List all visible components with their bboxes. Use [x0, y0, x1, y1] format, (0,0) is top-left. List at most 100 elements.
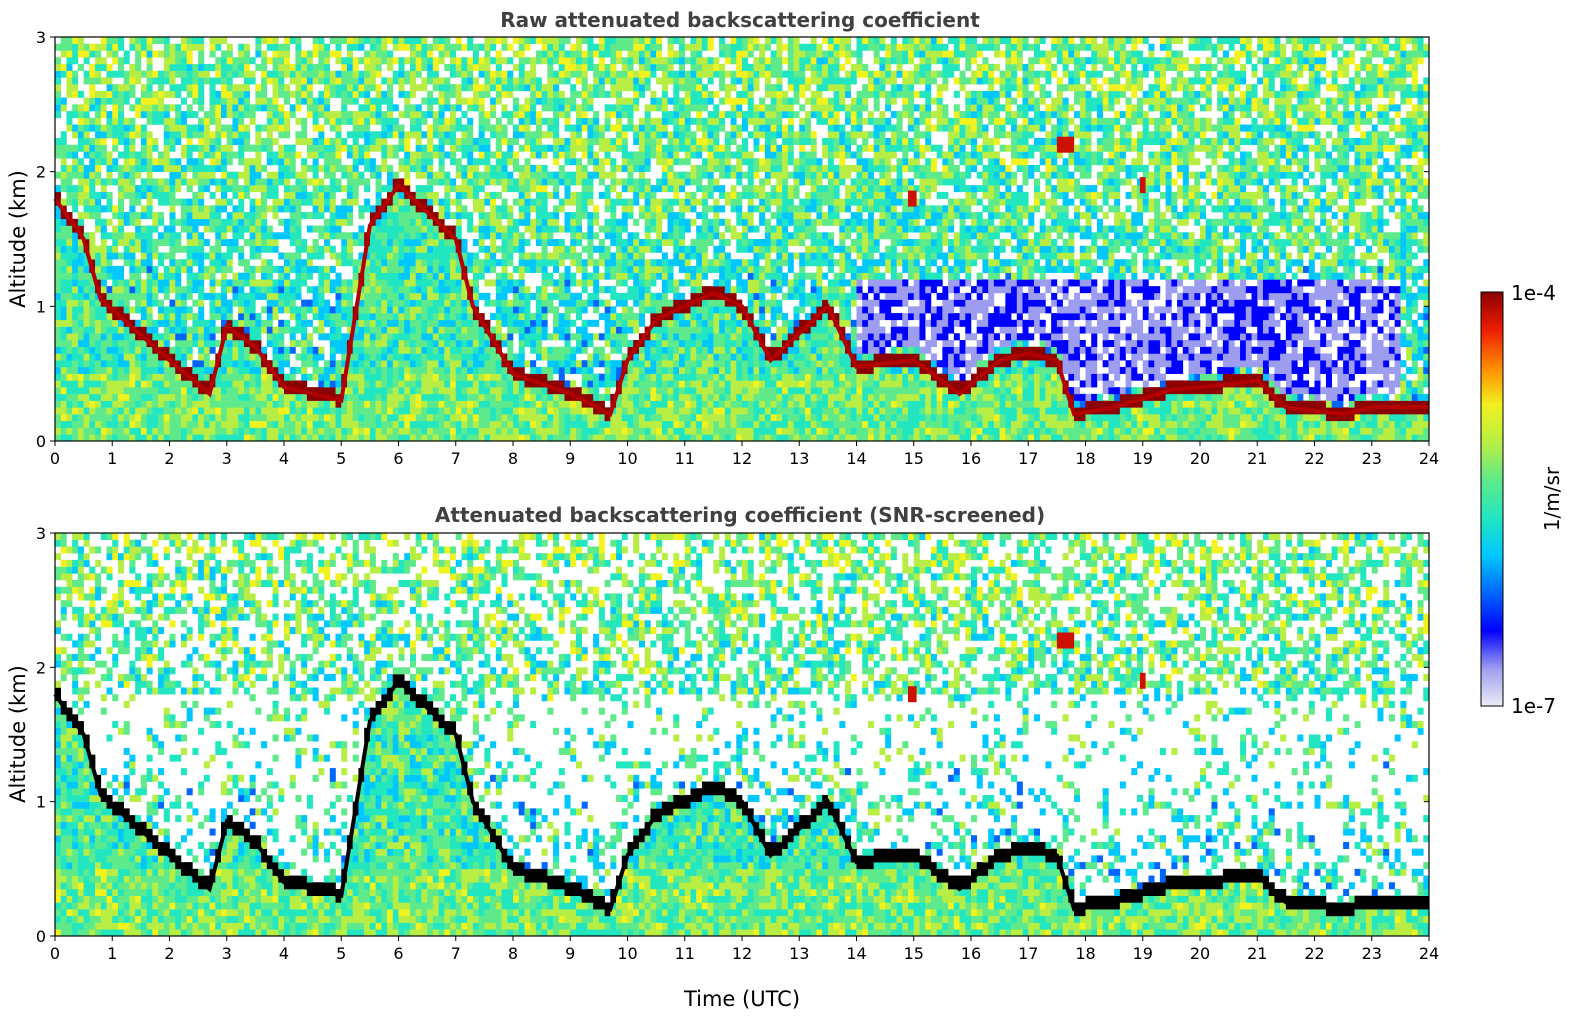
heatmap-cell	[513, 232, 519, 239]
heatmap-cell	[215, 279, 221, 286]
heatmap-cell	[358, 131, 364, 138]
heatmap-cell	[450, 199, 456, 206]
heatmap-cell	[124, 286, 130, 293]
heatmap-cell	[158, 192, 164, 199]
heatmap-cell	[152, 98, 158, 105]
heatmap-cell	[381, 320, 387, 327]
heatmap-cell	[261, 138, 267, 145]
heatmap-cell	[427, 239, 433, 246]
heatmap-cell	[95, 64, 101, 71]
heatmap-cell	[84, 145, 90, 152]
heatmap-cell	[610, 266, 616, 273]
heatmap-cell	[496, 293, 502, 300]
heatmap-cell	[55, 145, 61, 152]
heatmap-cell	[175, 300, 181, 307]
heatmap-cell	[210, 407, 216, 414]
heatmap-cell	[198, 353, 204, 360]
heatmap-cell	[221, 239, 227, 246]
heatmap-cell	[170, 252, 176, 259]
heatmap-cell	[404, 219, 410, 226]
heatmap-cell	[152, 434, 158, 441]
heatmap-cell	[450, 178, 456, 185]
heatmap-cell	[124, 300, 130, 307]
heatmap-cell	[187, 125, 193, 132]
heatmap-cell	[295, 232, 301, 239]
heatmap-cell	[124, 367, 130, 374]
heatmap-cell	[290, 434, 296, 441]
heatmap-cell	[473, 50, 479, 57]
heatmap-cell	[112, 320, 118, 327]
heatmap-cell	[141, 428, 147, 435]
heatmap-cell	[313, 111, 319, 118]
heatmap-cell	[496, 407, 502, 414]
heatmap-cell	[536, 293, 542, 300]
heatmap-cell	[215, 178, 221, 185]
heatmap-cell	[536, 205, 542, 212]
heatmap-cell	[238, 300, 244, 307]
heatmap-cell	[118, 138, 124, 145]
heatmap-cell	[181, 111, 187, 118]
heatmap-cell	[129, 394, 135, 401]
heatmap-cell	[244, 421, 250, 428]
heatmap-cell	[490, 353, 496, 360]
heatmap-cell	[187, 165, 193, 172]
heatmap-cell	[187, 205, 193, 212]
heatmap-cell	[215, 57, 221, 64]
heatmap-cell	[353, 145, 359, 152]
heatmap-cell	[519, 333, 525, 340]
heatmap-cell	[593, 64, 599, 71]
heatmap-cell	[542, 84, 548, 91]
heatmap-cell	[387, 232, 393, 239]
heatmap-cell	[387, 286, 393, 293]
heatmap-cell	[336, 91, 342, 98]
heatmap-cell	[66, 434, 72, 441]
heatmap-cell	[347, 199, 353, 206]
heatmap-cell	[152, 273, 158, 280]
heatmap-cell	[358, 387, 364, 394]
heatmap-cell	[284, 320, 290, 327]
heatmap-cell	[95, 192, 101, 199]
heatmap-cell	[55, 226, 61, 233]
heatmap-cell	[513, 421, 519, 428]
heatmap-cell	[444, 428, 450, 435]
heatmap-cell	[427, 232, 433, 239]
heatmap-cell	[427, 340, 433, 347]
heatmap-cell	[221, 219, 227, 226]
heatmap-cell	[399, 394, 405, 401]
heatmap-cell	[576, 401, 582, 408]
heatmap-cell	[496, 259, 502, 266]
heatmap-cell	[387, 333, 393, 340]
heatmap-cell	[95, 313, 101, 320]
heatmap-cell	[559, 293, 565, 300]
heatmap-cell	[255, 64, 261, 71]
heatmap-cell	[107, 347, 113, 354]
heatmap-cell	[158, 306, 164, 313]
heatmap-cell	[210, 192, 216, 199]
heatmap-cell	[187, 340, 193, 347]
heatmap-cell	[107, 252, 113, 259]
heatmap-cell	[507, 138, 513, 145]
heatmap-cell	[353, 64, 359, 71]
heatmap-cell	[484, 401, 490, 408]
heatmap-cell	[61, 360, 67, 367]
heatmap-cell	[358, 178, 364, 185]
heatmap-cell	[444, 178, 450, 185]
heatmap-cell	[330, 118, 336, 125]
heatmap-cell	[301, 246, 307, 253]
heatmap-cell	[295, 205, 301, 212]
heatmap-cell	[358, 172, 364, 179]
heatmap-cell	[587, 421, 593, 428]
heatmap-cell	[78, 111, 84, 118]
heatmap-cell	[456, 380, 462, 387]
heatmap-cell	[187, 84, 193, 91]
heatmap-cell	[101, 37, 107, 44]
heatmap-cell	[416, 138, 422, 145]
heatmap-cell	[181, 118, 187, 125]
heatmap-cell	[101, 246, 107, 253]
heatmap-cell	[89, 98, 95, 105]
heatmap-cell	[244, 353, 250, 360]
heatmap-cell	[513, 286, 519, 293]
heatmap-cell	[565, 98, 571, 105]
heatmap-cell	[381, 327, 387, 334]
heatmap-cell	[307, 212, 313, 219]
